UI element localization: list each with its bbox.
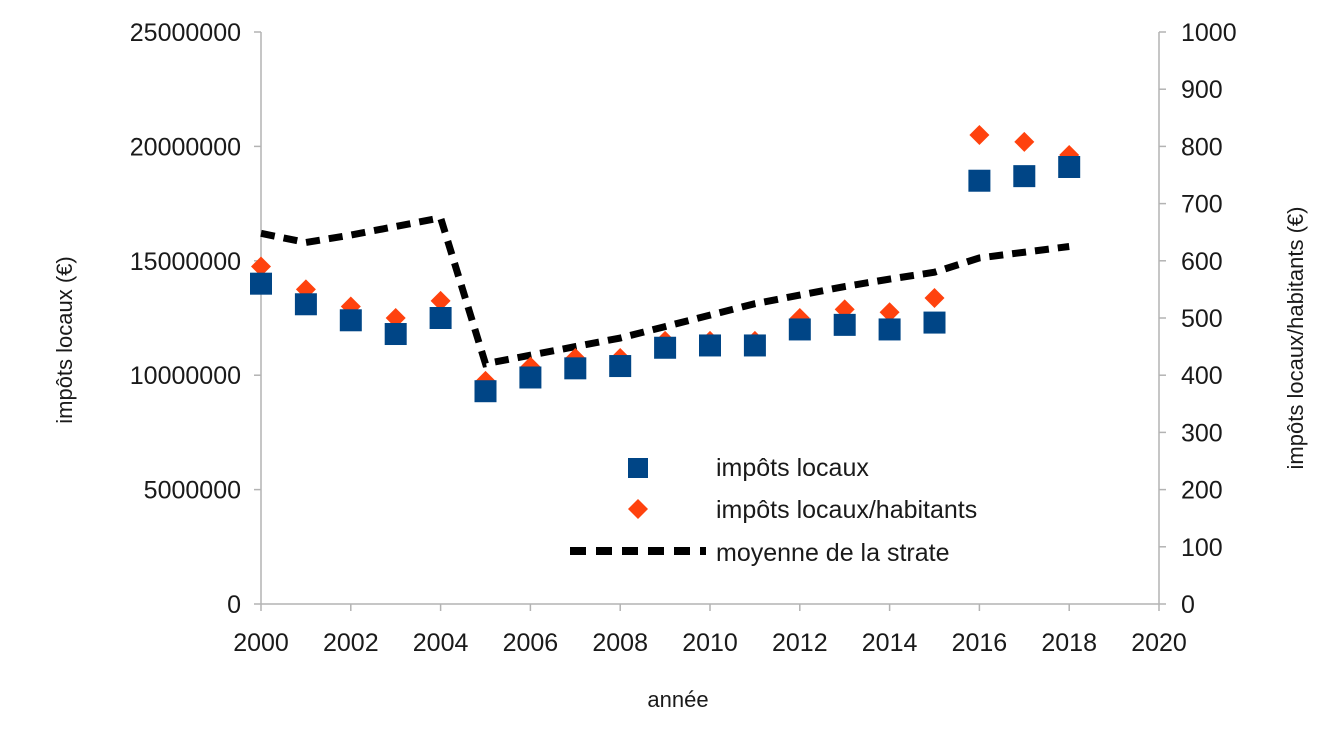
point-impots-locaux [519, 366, 542, 389]
legend-label-moyenne-strate: moyenne de la strate [716, 539, 949, 567]
y-left-tick-label: 20000000 [130, 133, 241, 161]
point-impots-locaux [429, 307, 452, 329]
x-tick-label: 2010 [682, 629, 738, 657]
y-right-tick-label: 300 [1181, 419, 1223, 447]
y-axis-left-title: impôts locaux (€) [52, 256, 77, 424]
y-left-tick-label: 15000000 [130, 248, 241, 276]
point-impots-locaux [968, 169, 991, 192]
point-impots-locaux [294, 293, 317, 316]
point-impots-locaux [250, 272, 272, 295]
point-impots-locaux [743, 334, 766, 357]
point-impots-locaux [654, 336, 677, 359]
point-impots-habitants [1014, 131, 1035, 152]
legend-label-impots-habitants: impôts locaux/habitants [716, 496, 977, 524]
legend-label-impots-locaux: impôts locaux [716, 454, 869, 482]
y-axis-right-title: impôts locaux/habitants (€) [1283, 207, 1308, 470]
y-right-tick-label: 500 [1181, 305, 1223, 333]
point-impots-locaux [699, 334, 721, 357]
point-impots-locaux [609, 355, 632, 378]
legend-marker-impots-locaux [628, 458, 648, 478]
x-tick-label: 2018 [1041, 629, 1097, 657]
point-impots-locaux [878, 318, 901, 341]
x-tick-label: 2016 [952, 629, 1008, 657]
x-tick-label: 2000 [233, 629, 289, 657]
point-impots-locaux [833, 313, 856, 336]
x-tick-label: 2014 [862, 629, 918, 657]
y-right-tick-label: 0 [1181, 591, 1195, 619]
y-right-tick-label: 200 [1181, 477, 1223, 505]
series [250, 124, 1081, 403]
point-impots-locaux [788, 318, 811, 341]
y-left-tick-label: 10000000 [130, 362, 241, 390]
y-right-tick-label: 900 [1181, 76, 1223, 104]
legend-marker-impots-habitants [628, 499, 648, 519]
y-right-tick-label: 600 [1181, 248, 1223, 276]
series-line-moyenne-strate [260, 213, 1070, 368]
point-impots-locaux [384, 323, 407, 346]
x-tick-label: 2008 [592, 629, 648, 657]
point-impots-habitants [385, 308, 406, 328]
point-impots-locaux [1013, 165, 1036, 188]
tick-labels: 2000 2002 2004 2006 2008 2010 2012 2014 2016 2018… [130, 19, 1237, 657]
point-impots-habitants [251, 256, 271, 277]
y-right-tick-label: 400 [1181, 362, 1223, 390]
y-right-tick-label: 1000 [1181, 19, 1237, 47]
x-axis-title: année [647, 687, 708, 712]
point-impots-locaux [474, 380, 497, 403]
y-right-tick-label: 700 [1181, 191, 1223, 219]
x-tick-label: 2004 [413, 629, 469, 657]
point-impots-habitants [924, 287, 945, 308]
legend: impôts locaux impôts locaux/habitants mo… [570, 454, 977, 567]
x-tick-label: 2002 [323, 629, 379, 657]
x-tick-label: 2012 [772, 629, 828, 657]
y-left-tick-label: 5000000 [144, 477, 241, 505]
y-right-tick-label: 800 [1181, 133, 1223, 161]
point-impots-locaux [923, 311, 946, 334]
y-left-tick-label: 0 [227, 591, 241, 619]
point-impots-habitants [969, 124, 990, 145]
x-tick-label: 2006 [503, 629, 559, 657]
y-left-tick-label: 25000000 [130, 19, 241, 47]
axes [254, 31, 1166, 611]
x-tick-label: 2020 [1131, 629, 1187, 657]
point-impots-habitants [879, 302, 900, 323]
point-impots-habitants [430, 290, 451, 311]
y-right-tick-label: 100 [1181, 534, 1223, 562]
point-impots-locaux [564, 357, 587, 380]
point-impots-locaux [339, 309, 362, 332]
point-impots-locaux [1058, 155, 1081, 178]
